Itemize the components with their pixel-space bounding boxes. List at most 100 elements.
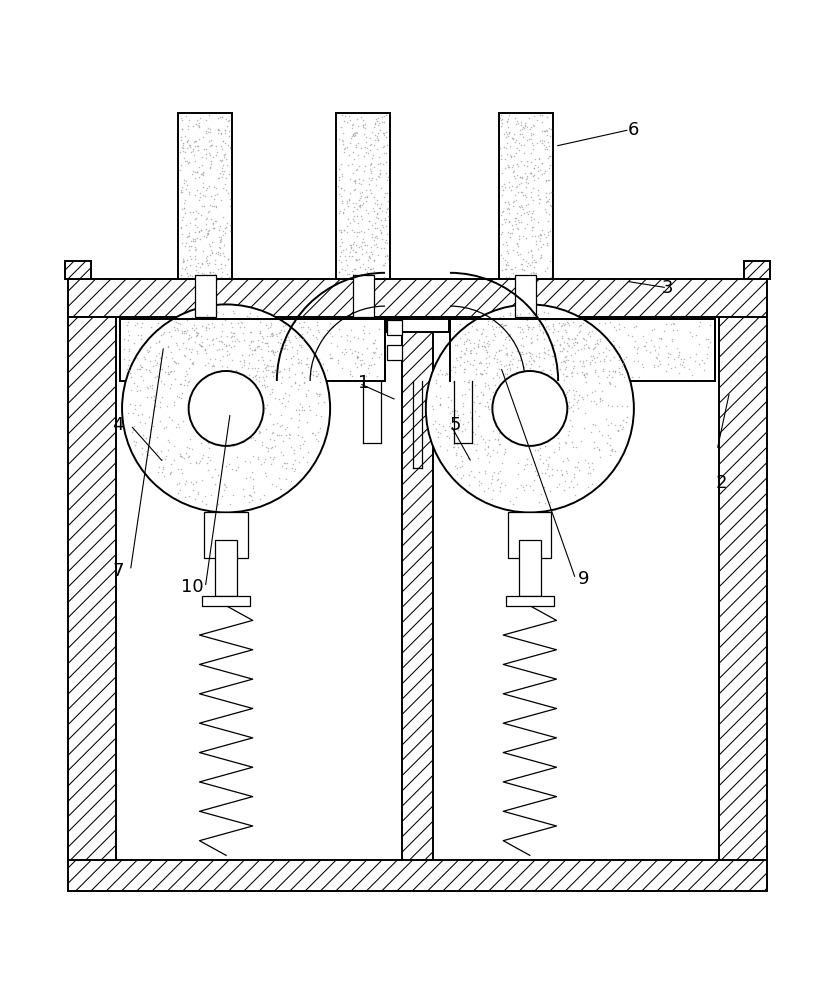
Point <box>377 108 391 124</box>
Point <box>337 133 350 149</box>
Point <box>448 436 461 452</box>
Point <box>222 269 235 285</box>
Point <box>215 323 229 339</box>
Point <box>539 194 553 210</box>
Point <box>502 179 515 195</box>
Point <box>267 347 281 363</box>
Point <box>210 138 223 154</box>
Point <box>563 331 576 347</box>
Point <box>451 422 464 438</box>
Point <box>521 196 534 212</box>
Point <box>474 384 488 400</box>
Point <box>170 419 183 435</box>
Point <box>223 112 236 128</box>
Point <box>551 462 564 478</box>
Point <box>525 334 539 350</box>
Point <box>563 479 576 495</box>
Point <box>185 408 199 424</box>
Point <box>342 191 356 207</box>
Point <box>539 319 553 335</box>
Point <box>574 364 588 380</box>
Point <box>456 395 469 411</box>
Point <box>362 213 376 229</box>
Point <box>292 377 306 393</box>
Point <box>583 356 596 372</box>
Point <box>183 154 196 170</box>
Point <box>354 188 367 204</box>
Point <box>153 394 166 410</box>
Point <box>352 239 366 255</box>
Point <box>640 334 653 350</box>
Point <box>591 332 605 348</box>
Point <box>249 412 262 428</box>
Point <box>583 324 596 340</box>
Point <box>542 321 555 337</box>
Point <box>196 243 210 259</box>
Point <box>215 458 229 474</box>
Point <box>292 354 306 370</box>
Point <box>332 131 346 147</box>
Point <box>496 111 509 127</box>
Point <box>581 339 595 355</box>
Point <box>375 109 388 125</box>
Point <box>130 378 144 394</box>
Point <box>147 392 160 408</box>
Point <box>511 221 524 237</box>
Point <box>291 351 304 367</box>
Point <box>564 473 578 489</box>
Point <box>495 187 509 203</box>
Point <box>185 309 199 325</box>
Point <box>175 235 189 251</box>
Point <box>371 205 384 221</box>
Point <box>625 328 639 344</box>
Point <box>567 353 580 369</box>
Point <box>542 410 555 426</box>
Point <box>180 133 194 149</box>
Point <box>362 259 375 275</box>
Point <box>520 153 534 169</box>
Point <box>508 126 521 142</box>
Point <box>337 222 351 238</box>
Point <box>697 355 711 371</box>
Point <box>228 333 241 349</box>
Point <box>361 340 374 356</box>
Point <box>574 433 588 449</box>
Point <box>180 473 193 489</box>
Point <box>182 341 195 357</box>
Point <box>120 361 134 377</box>
Point <box>174 157 187 173</box>
Point <box>367 253 381 269</box>
Point <box>340 193 353 209</box>
Point <box>524 242 537 258</box>
Point <box>231 315 245 331</box>
Point <box>502 328 515 344</box>
Point <box>514 117 528 133</box>
Point <box>196 391 210 407</box>
Point <box>213 109 226 125</box>
Point <box>451 407 464 423</box>
Point <box>612 364 625 380</box>
Point <box>562 427 575 443</box>
Point <box>563 423 576 439</box>
Point <box>533 195 546 211</box>
Point <box>347 126 360 142</box>
Point <box>509 489 523 505</box>
Point <box>665 331 678 347</box>
Point <box>259 362 272 378</box>
Point <box>600 369 614 385</box>
Point <box>458 346 471 362</box>
Point <box>163 466 176 482</box>
Point <box>194 389 207 405</box>
Point <box>498 398 512 414</box>
Point <box>240 393 254 409</box>
Point <box>499 346 513 362</box>
Point <box>346 266 359 282</box>
Point <box>138 415 151 431</box>
Point <box>309 368 322 384</box>
Point <box>602 342 615 358</box>
Point <box>123 341 136 357</box>
Point <box>496 203 509 219</box>
Point <box>279 337 292 353</box>
Point <box>463 356 477 372</box>
Point <box>498 176 511 192</box>
